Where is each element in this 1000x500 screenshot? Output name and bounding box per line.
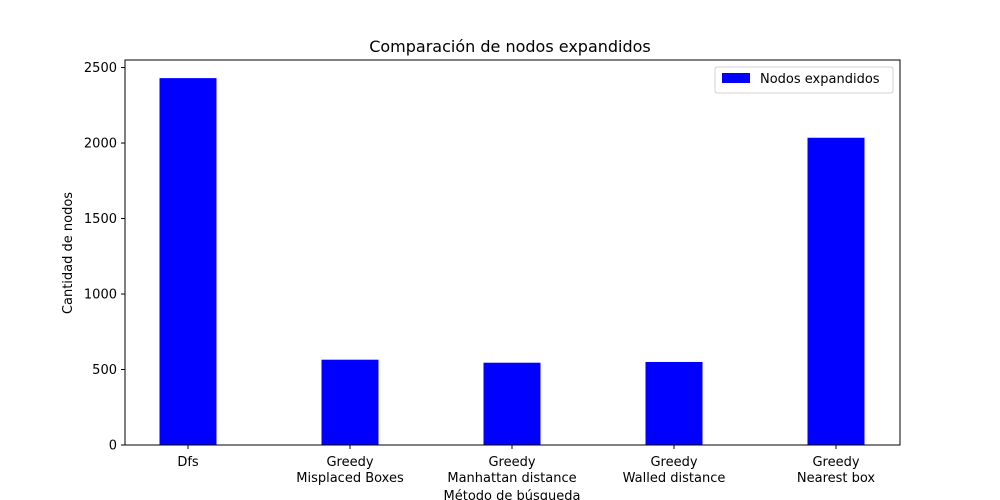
legend-box [714,66,894,94]
bar-1 [321,359,379,445]
bar-4 [807,137,865,446]
plot-frame [124,59,901,446]
bar-0 [159,78,217,445]
y-tick-label: 2000 [84,137,117,152]
x-tick-label: Walled distance [623,471,726,486]
y-axis-label: Cantidad de nodos [61,192,76,314]
x-tick-label: Nearest box [797,471,876,486]
y-tick-label: 0 [109,439,117,454]
x-axis-label: Método de búsqueda [444,489,581,500]
chart-title: Comparación de nodos expandidos [369,37,651,56]
legend: Nodos expandidos [714,66,894,94]
x-tick-label: Greedy [488,455,535,470]
bars-group [159,78,865,446]
x-tick-label: Greedy [650,455,697,470]
legend-swatch [722,73,750,83]
x-tick-label: Dfs [177,455,199,470]
y-ticks-group: 0 500 1000 1500 2000 2500 [84,61,125,454]
x-tick-label: Greedy [812,455,859,470]
y-tick-label: 500 [92,363,117,378]
bar-2 [483,362,541,445]
x-tick-label: Manhattan distance [447,471,576,486]
y-tick-label: 2500 [84,61,117,76]
bar-3 [645,361,703,445]
legend-label: Nodos expandidos [760,72,880,87]
x-tick-label: Misplaced Boxes [296,471,404,486]
x-tick-label: Greedy [326,455,373,470]
y-tick-label: 1500 [84,212,117,227]
y-tick-label: 1000 [84,288,117,303]
